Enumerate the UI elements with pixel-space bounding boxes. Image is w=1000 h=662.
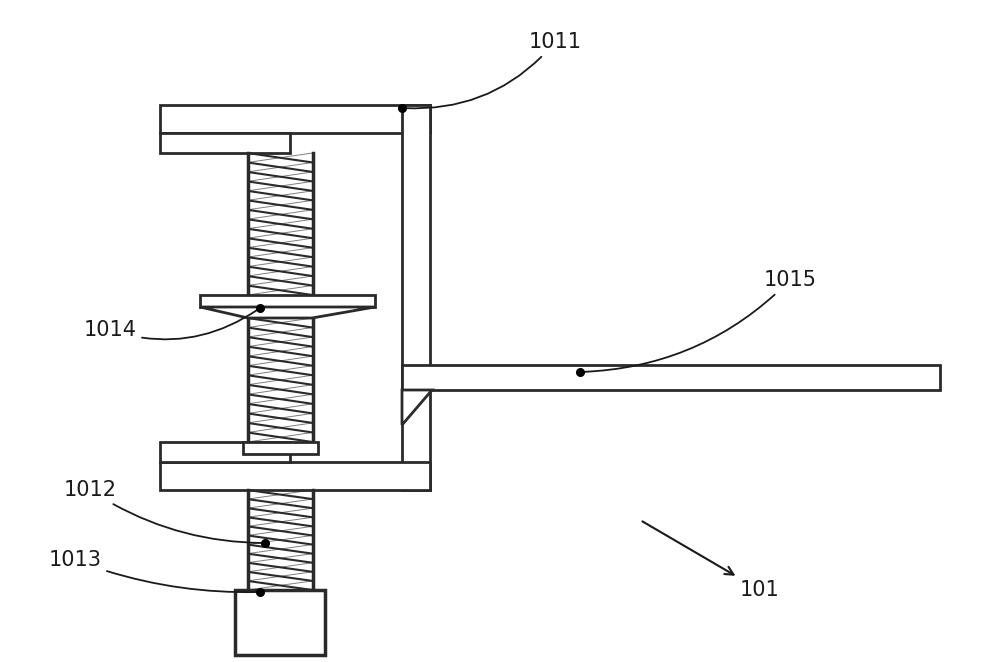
Bar (243, 442, 318, 454)
Bar (160, 105, 430, 133)
Bar (235, 590, 325, 655)
Polygon shape (200, 307, 375, 318)
Text: 1013: 1013 (48, 550, 257, 592)
Bar (402, 365, 940, 390)
Bar (160, 442, 290, 462)
Bar (200, 295, 375, 307)
Bar (160, 133, 290, 153)
Text: 1015: 1015 (583, 270, 816, 372)
Bar (402, 105, 430, 490)
Text: 101: 101 (642, 522, 780, 600)
Polygon shape (402, 390, 432, 425)
Text: 1012: 1012 (64, 480, 262, 543)
Text: 1014: 1014 (84, 310, 258, 340)
Text: 1011: 1011 (405, 32, 582, 109)
Bar (160, 462, 430, 490)
